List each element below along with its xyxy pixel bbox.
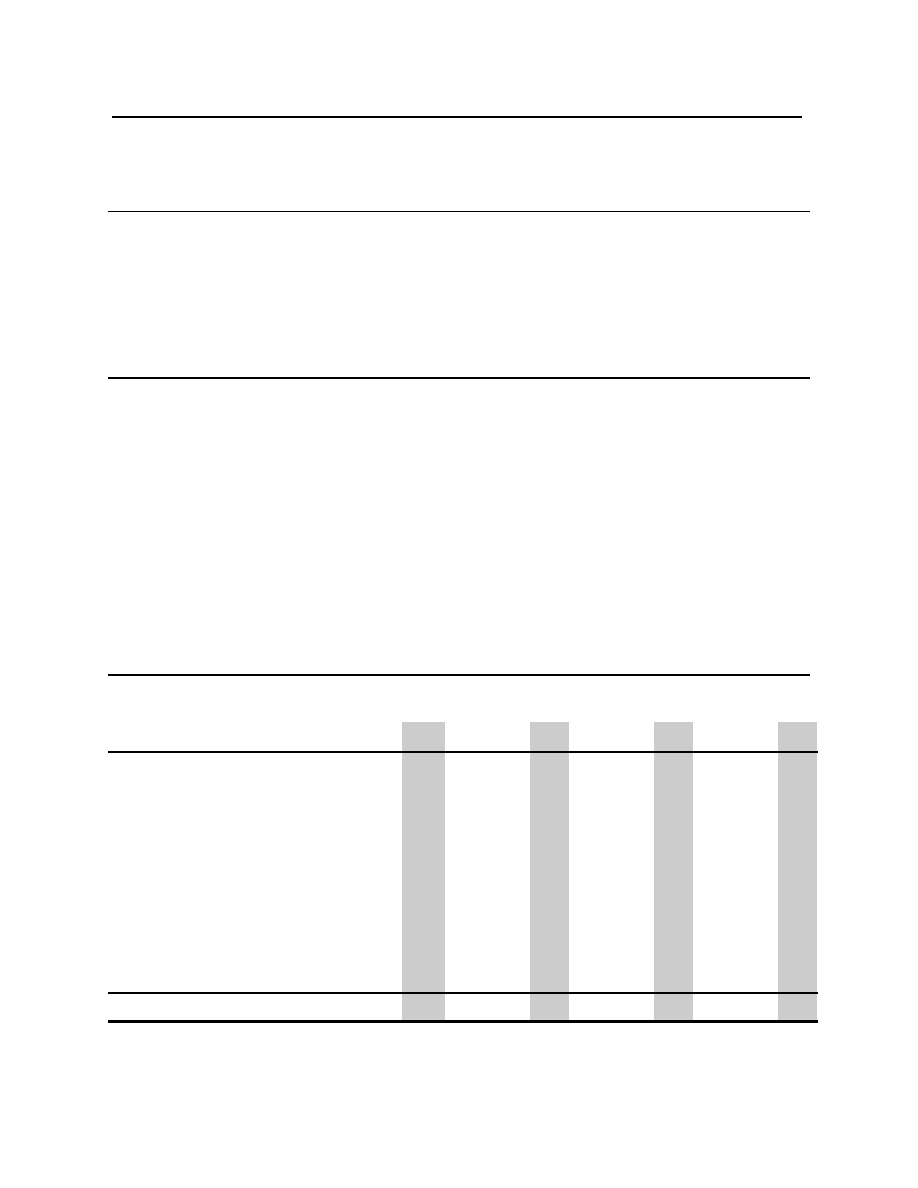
section-divider-2: [108, 377, 810, 379]
section-divider-1: [108, 211, 810, 212]
section-divider-3: [108, 674, 810, 676]
body-block-2: [108, 212, 810, 377]
body-block-3: [108, 379, 810, 674]
table-shaded-column-3: [654, 722, 693, 1022]
table-shaded-column-1: [402, 722, 445, 1022]
table-bottom-double-rule: [108, 1020, 818, 1023]
header-block: [108, 118, 810, 212]
table-total-rule: [108, 992, 818, 994]
table-shaded-column-4: [778, 722, 817, 1022]
data-table: [108, 676, 818, 1024]
table-header-rule: [108, 751, 818, 753]
header-top-rule: [112, 116, 802, 118]
table-shaded-column-2: [530, 722, 569, 1022]
